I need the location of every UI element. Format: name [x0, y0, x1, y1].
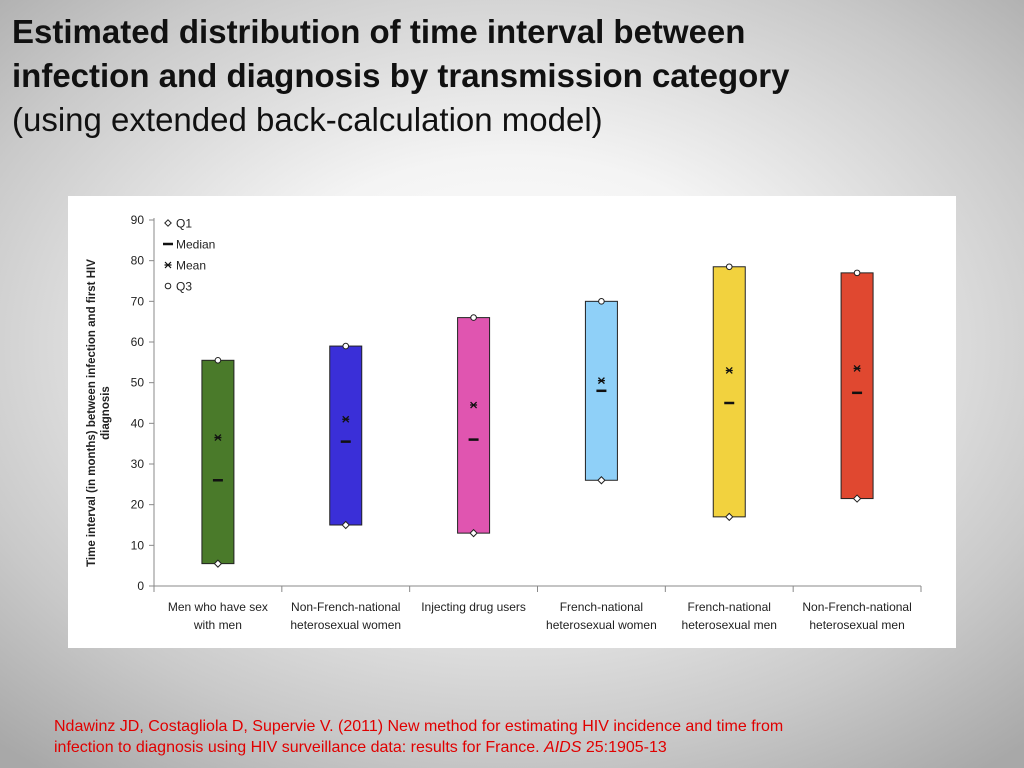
q3-mark [470, 314, 477, 321]
y-tick-label: 0 [137, 579, 144, 593]
y-axis-label-line-1: Time interval (in months) between infect… [86, 259, 98, 567]
slide-title-line-2: infection and diagnosis by transmission … [12, 57, 790, 94]
box-q1-q3 [457, 317, 491, 534]
q3-mark [725, 263, 733, 271]
citation: Ndawinz JD, Costagliola D, Supervie V. (… [54, 716, 1014, 758]
box-q1-q3 [329, 345, 363, 526]
box-q1-q3 [201, 359, 235, 565]
y-tick-label: 50 [131, 376, 145, 390]
legend-q1-icon [164, 219, 172, 227]
y-tick-label: 10 [131, 538, 145, 552]
slide-title-block: Estimated distribution of time interval … [12, 10, 1012, 142]
q1-mark [852, 494, 862, 503]
citation-text-2: infection to diagnosis using HIV surveil… [54, 739, 545, 756]
citation-journal: AIDS [544, 739, 582, 756]
legend-label: Mean [176, 259, 206, 273]
mean-mark [853, 364, 861, 372]
x-category-label-line-1: Men who have sex [168, 600, 268, 614]
mean-mark [342, 415, 350, 423]
legend-label: Q1 [176, 217, 192, 231]
q1-mark [597, 476, 606, 485]
y-tick-label: 90 [131, 213, 145, 227]
box-chart: 0 10 20 30 40 50 60 70 80 90 Time interval (in mon… [86, 213, 922, 632]
q3-mark [342, 342, 350, 350]
slide-title-line-1: Estimated distribution of time interval … [12, 13, 746, 50]
q1-mark [469, 528, 478, 538]
q3-mark [214, 357, 222, 364]
x-category-label-line-2: heterosexual women [290, 618, 401, 632]
y-tick-label: 20 [131, 498, 145, 512]
q1-mark [725, 512, 734, 522]
legend-mean-icon [164, 261, 172, 269]
q3-mark [853, 269, 861, 277]
x-category-label-line-2: with men [193, 618, 242, 632]
q3-mark [598, 298, 605, 305]
x-category-label-line-2: heterosexual women [546, 618, 657, 632]
mean-mark [214, 434, 222, 442]
y-tick-label: 70 [131, 294, 145, 308]
x-category-label-line-1: Non-French-national [802, 600, 911, 614]
q1-mark [341, 520, 350, 530]
q1-mark [213, 559, 223, 568]
y-tick-label: 40 [131, 416, 145, 430]
legend-q3-icon [164, 282, 172, 290]
box-q1-q3 [840, 272, 874, 500]
citation-tail: 25:1905-13 [581, 739, 667, 756]
x-category-label-line-2: heterosexual men [682, 618, 777, 632]
mean-mark [725, 367, 733, 374]
x-category-label-line-2: heterosexual men [809, 618, 904, 632]
legend-label: Median [176, 238, 215, 252]
chart-panel: 0 10 20 30 40 50 60 70 80 90 Time interval (in mon… [68, 196, 956, 648]
slide-subtitle: (using extended back-calculation model) [12, 101, 603, 138]
x-category-label-line-1: French-national [560, 600, 643, 614]
x-category-label-line-1: Injecting drug users [421, 600, 526, 614]
y-tick-label: 30 [131, 457, 145, 471]
x-category-label-line-1: French-national [688, 600, 771, 614]
y-tick-label: 80 [131, 254, 145, 268]
x-category-label-line-1: Non-French-national [291, 600, 400, 614]
box-q1-q3 [712, 266, 746, 518]
citation-text-1: Ndawinz JD, Costagliola D, Supervie V. (… [54, 718, 784, 735]
mean-mark [597, 377, 605, 385]
legend-label: Q3 [176, 280, 192, 294]
y-axis-label-line-2: diagnosis [100, 386, 112, 440]
mean-mark [470, 401, 478, 409]
y-tick-label: 60 [131, 335, 145, 349]
